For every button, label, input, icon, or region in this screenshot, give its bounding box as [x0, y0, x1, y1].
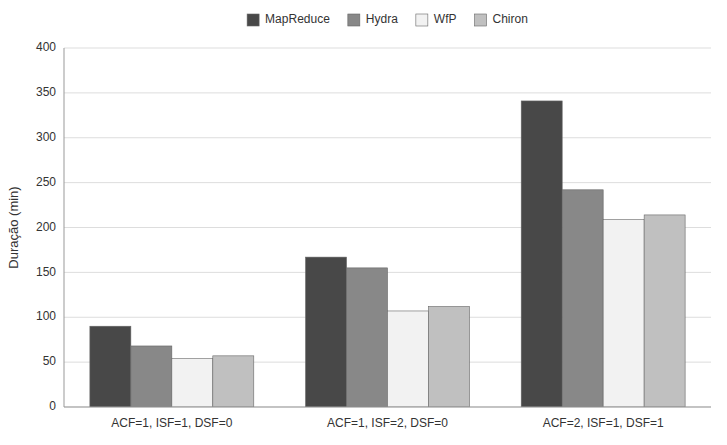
bar [213, 356, 254, 407]
y-axis-label: Duração (min) [6, 186, 21, 268]
chart-container: 0 50 100 150 200 250 300 350 400 Duração (min) ACF… [0, 0, 727, 445]
grid-line [64, 407, 711, 408]
grid-line [64, 48, 711, 49]
grid-line [64, 137, 711, 138]
legend-item: Hydra [348, 12, 398, 26]
chart-svg: 0 50 100 150 200 250 300 350 400 Duração (min) ACF… [0, 0, 727, 445]
legend-item: WfP [416, 12, 457, 26]
bar [347, 268, 388, 407]
x-tick-label: ACF=1, ISF=2, DSF=0 [327, 416, 448, 430]
bar [306, 257, 347, 407]
y-axis: 0 50 100 150 200 250 300 350 400 [36, 40, 711, 413]
y-tick-label: 150 [36, 265, 56, 279]
y-tick-label: 400 [36, 40, 56, 54]
bar [172, 359, 213, 407]
bar [131, 346, 172, 407]
bar [90, 326, 131, 407]
y-tick-label: 0 [49, 399, 56, 413]
bars [90, 101, 685, 407]
legend-swatch [416, 14, 428, 26]
y-tick-label: 300 [36, 130, 56, 144]
legend-label: Chiron [493, 12, 528, 26]
legend-label: Hydra [366, 12, 398, 26]
y-tick-label: 250 [36, 175, 56, 189]
x-tick-label: ACF=1, ISF=1, DSF=0 [111, 416, 232, 430]
legend-swatch [247, 14, 259, 26]
bar [562, 190, 603, 407]
legend-item: Chiron [475, 12, 528, 26]
legend: MapReduce Hydra WfP Chiron [247, 12, 528, 26]
bar [388, 311, 429, 407]
y-tick-label: 200 [36, 220, 56, 234]
x-axis: ACF=1, ISF=1, DSF=0 ACF=1, ISF=2, DSF=0 AC… [111, 416, 664, 430]
legend-label: MapReduce [265, 12, 330, 26]
bar [644, 215, 685, 407]
grid-line [64, 182, 711, 183]
y-axis-line [64, 48, 65, 407]
legend-label: WfP [434, 12, 457, 26]
y-tick-label: 50 [43, 354, 57, 368]
bar [428, 306, 469, 407]
bar [521, 101, 562, 407]
legend-swatch [475, 14, 487, 26]
y-tick-label: 350 [36, 85, 56, 99]
bar [603, 219, 644, 407]
legend-swatch [348, 14, 360, 26]
y-tick-label: 100 [36, 309, 56, 323]
x-axis-line [64, 407, 711, 408]
grid-line [64, 92, 711, 93]
legend-item: MapReduce [247, 12, 330, 26]
x-tick-label: ACF=2, ISF=1, DSF=1 [543, 416, 664, 430]
